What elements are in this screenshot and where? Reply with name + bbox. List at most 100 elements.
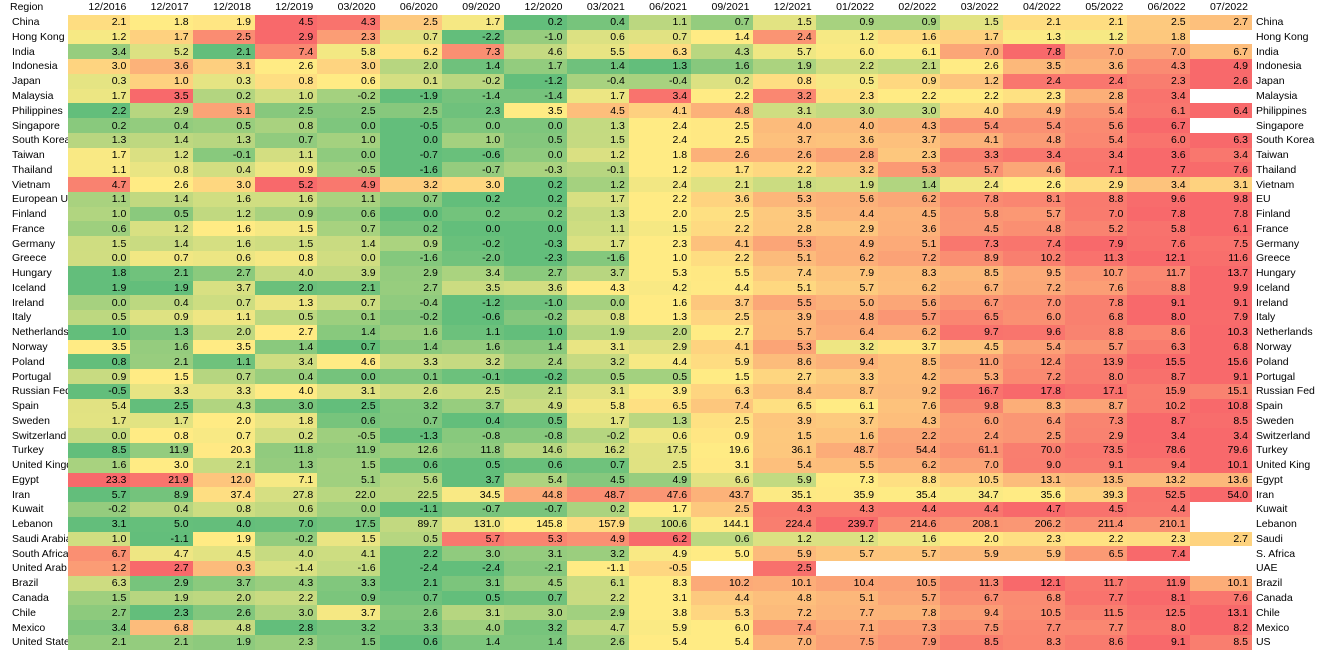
heatmap-cell: 6.2 <box>628 531 692 547</box>
row-label: Vietnam <box>12 178 51 191</box>
heatmap-cell: 21.9 <box>130 472 193 488</box>
heatmap-cell: 8.6 <box>753 354 816 370</box>
row-label: Norway <box>12 340 48 353</box>
heatmap-cell: 5.3 <box>691 605 754 621</box>
heatmap-cell: -0.1 <box>566 162 629 178</box>
heatmap-cell: -1.6 <box>379 162 442 178</box>
heatmap-cell: 17.1 <box>1065 383 1128 399</box>
heatmap-cell: 1.4 <box>691 29 754 45</box>
heatmap-cell: 2.0 <box>379 59 442 74</box>
heatmap-cell: 2.6 <box>753 147 816 163</box>
heatmap-cell: 2.5 <box>130 398 193 414</box>
heatmap-cell: 0.8 <box>68 354 131 370</box>
heatmap-cell: 9.4 <box>815 354 879 370</box>
heatmap-cell: 3.5 <box>504 103 567 119</box>
heatmap-cell: 5.9 <box>753 472 816 488</box>
heatmap-cell: 2.3 <box>1127 531 1190 547</box>
heatmap-cell: 27.8 <box>254 487 318 503</box>
heatmap-cell: 1.3 <box>192 132 255 148</box>
heatmap-cell: 0.5 <box>254 310 318 325</box>
heatmap-cell: 4.4 <box>815 206 879 222</box>
heatmap-cell: 1.1 <box>566 221 629 237</box>
heatmap-cell: -0.1 <box>441 369 505 384</box>
heatmap-cell: -2.4 <box>441 561 505 576</box>
heatmap-cell: 5.3 <box>940 369 1003 384</box>
heatmap-cell: 1.3 <box>566 118 629 133</box>
table-row: Philippines 2.2 2.9 5.1 2.5 2.5 2.5 2.3 3.5 4.5 4.… <box>0 103 1325 119</box>
heatmap-cell: 0.7 <box>254 132 318 148</box>
heatmap-cell: 0.0 <box>441 221 505 237</box>
heatmap-cell: 4.3 <box>815 502 879 517</box>
row-right-label: Singapore <box>1255 119 1304 132</box>
table-row: Malaysia 1.7 3.5 0.2 1.0 -0.2 -1.9 -1.4 -1.4 1.7 3… <box>0 88 1325 104</box>
heatmap-cell: 8.5 <box>940 265 1003 281</box>
heatmap-cell: 7.6 <box>878 398 941 414</box>
heatmap-cell: 11.8 <box>254 442 318 458</box>
heatmap-cell: 2.4 <box>1065 73 1128 89</box>
row-label: Iceland <box>12 281 46 294</box>
heatmap-cell: 144.1 <box>691 516 754 532</box>
heatmap-cell: 7.5 <box>815 634 879 650</box>
heatmap-cell: 100.6 <box>628 516 692 532</box>
heatmap-cell: -0.2 <box>379 310 442 325</box>
heatmap-cell: 2.3 <box>628 236 692 252</box>
heatmap-cell: 1.7 <box>691 162 754 178</box>
heatmap-cell: 2.5 <box>753 561 816 576</box>
heatmap-cell: 5.1 <box>878 236 941 252</box>
heatmap-cell: 5.1 <box>753 251 816 266</box>
row-right-label: Vietnam <box>1255 178 1295 191</box>
heatmap-cell: 2.5 <box>317 398 380 414</box>
heatmap-cell: 5.5 <box>753 295 816 311</box>
heatmap-cell: 5.7 <box>878 310 941 325</box>
heatmap-cell: 7.7 <box>1127 162 1190 178</box>
table-row: China 2.1 1.8 1.9 4.5 4.3 2.5 1.7 0.2 0.4 1.1 0.7 1.… <box>0 14 1325 30</box>
heatmap-cell: 6.1 <box>1127 103 1190 119</box>
heatmap-cell: 2.4 <box>1002 73 1066 89</box>
heatmap-cell: 1.2 <box>68 561 131 576</box>
heatmap-cell: 2.8 <box>254 620 318 635</box>
row-label: Malaysia <box>12 89 54 102</box>
heatmap-cell: 2.1 <box>317 280 380 296</box>
heatmap-cell: 1.2 <box>130 221 193 237</box>
heatmap-cell: 1.4 <box>441 634 505 650</box>
heatmap-cell: 0.6 <box>379 634 442 650</box>
heatmap-cell: 6.0 <box>940 413 1003 429</box>
heatmap-cell: 6.3 <box>1189 132 1252 148</box>
heatmap-cell: 2.9 <box>254 29 318 45</box>
heatmap-cell: 1.9 <box>192 531 255 547</box>
heatmap-cell: 1.6 <box>441 339 505 355</box>
heatmap-cell: 5.7 <box>940 162 1003 178</box>
row-label: United States <box>12 636 69 649</box>
row-label: Finland <box>12 208 47 221</box>
heatmap-cell: 2.5 <box>317 103 380 119</box>
heatmap-cell: 0.5 <box>379 531 442 547</box>
row-label: Taiwan <box>12 149 45 162</box>
heatmap-cell: 8.5 <box>878 354 941 370</box>
heatmap-cell: 1.1 <box>628 14 692 30</box>
heatmap-cell: 2.2 <box>691 221 754 237</box>
heatmap-cell: 10.1 <box>1189 575 1252 591</box>
heatmap-cell: 4.9 <box>815 236 879 252</box>
heatmap-cell: 35.1 <box>753 487 816 503</box>
row-right-label: Finland <box>1255 208 1291 221</box>
heatmap-cell: 6.2 <box>878 324 941 340</box>
heatmap-cell: 5.3 <box>878 162 941 178</box>
heatmap-cell: 3.1 <box>566 383 629 399</box>
table-row: Lebanon 3.1 5.0 4.0 7.0 17.5 89.7 131.0 145.8 157… <box>0 516 1325 532</box>
heatmap-cell: 8.7 <box>1065 398 1128 414</box>
heatmap-cell: 1.9 <box>192 14 255 30</box>
heatmap-cell: 5.4 <box>691 634 754 650</box>
heatmap-cell: 3.2 <box>317 620 380 635</box>
row-label: Hungary <box>12 267 52 280</box>
row-right-label: Iran <box>1255 488 1275 501</box>
heatmap-cell: 1.8 <box>130 14 193 30</box>
heatmap-cell: 2.6 <box>254 59 318 74</box>
heatmap-cell: 2.1 <box>1065 14 1128 30</box>
heatmap-cell: 3.4 <box>628 88 692 104</box>
heatmap-cell: 8.0 <box>1127 310 1190 325</box>
row-right-label: Taiwan <box>1255 149 1289 162</box>
heatmap-cell: 7.3 <box>878 620 941 635</box>
heatmap-cell: 3.2 <box>504 620 567 635</box>
heatmap-cell: 7.6 <box>1189 162 1252 178</box>
heatmap-cell: 8.8 <box>1065 191 1128 207</box>
